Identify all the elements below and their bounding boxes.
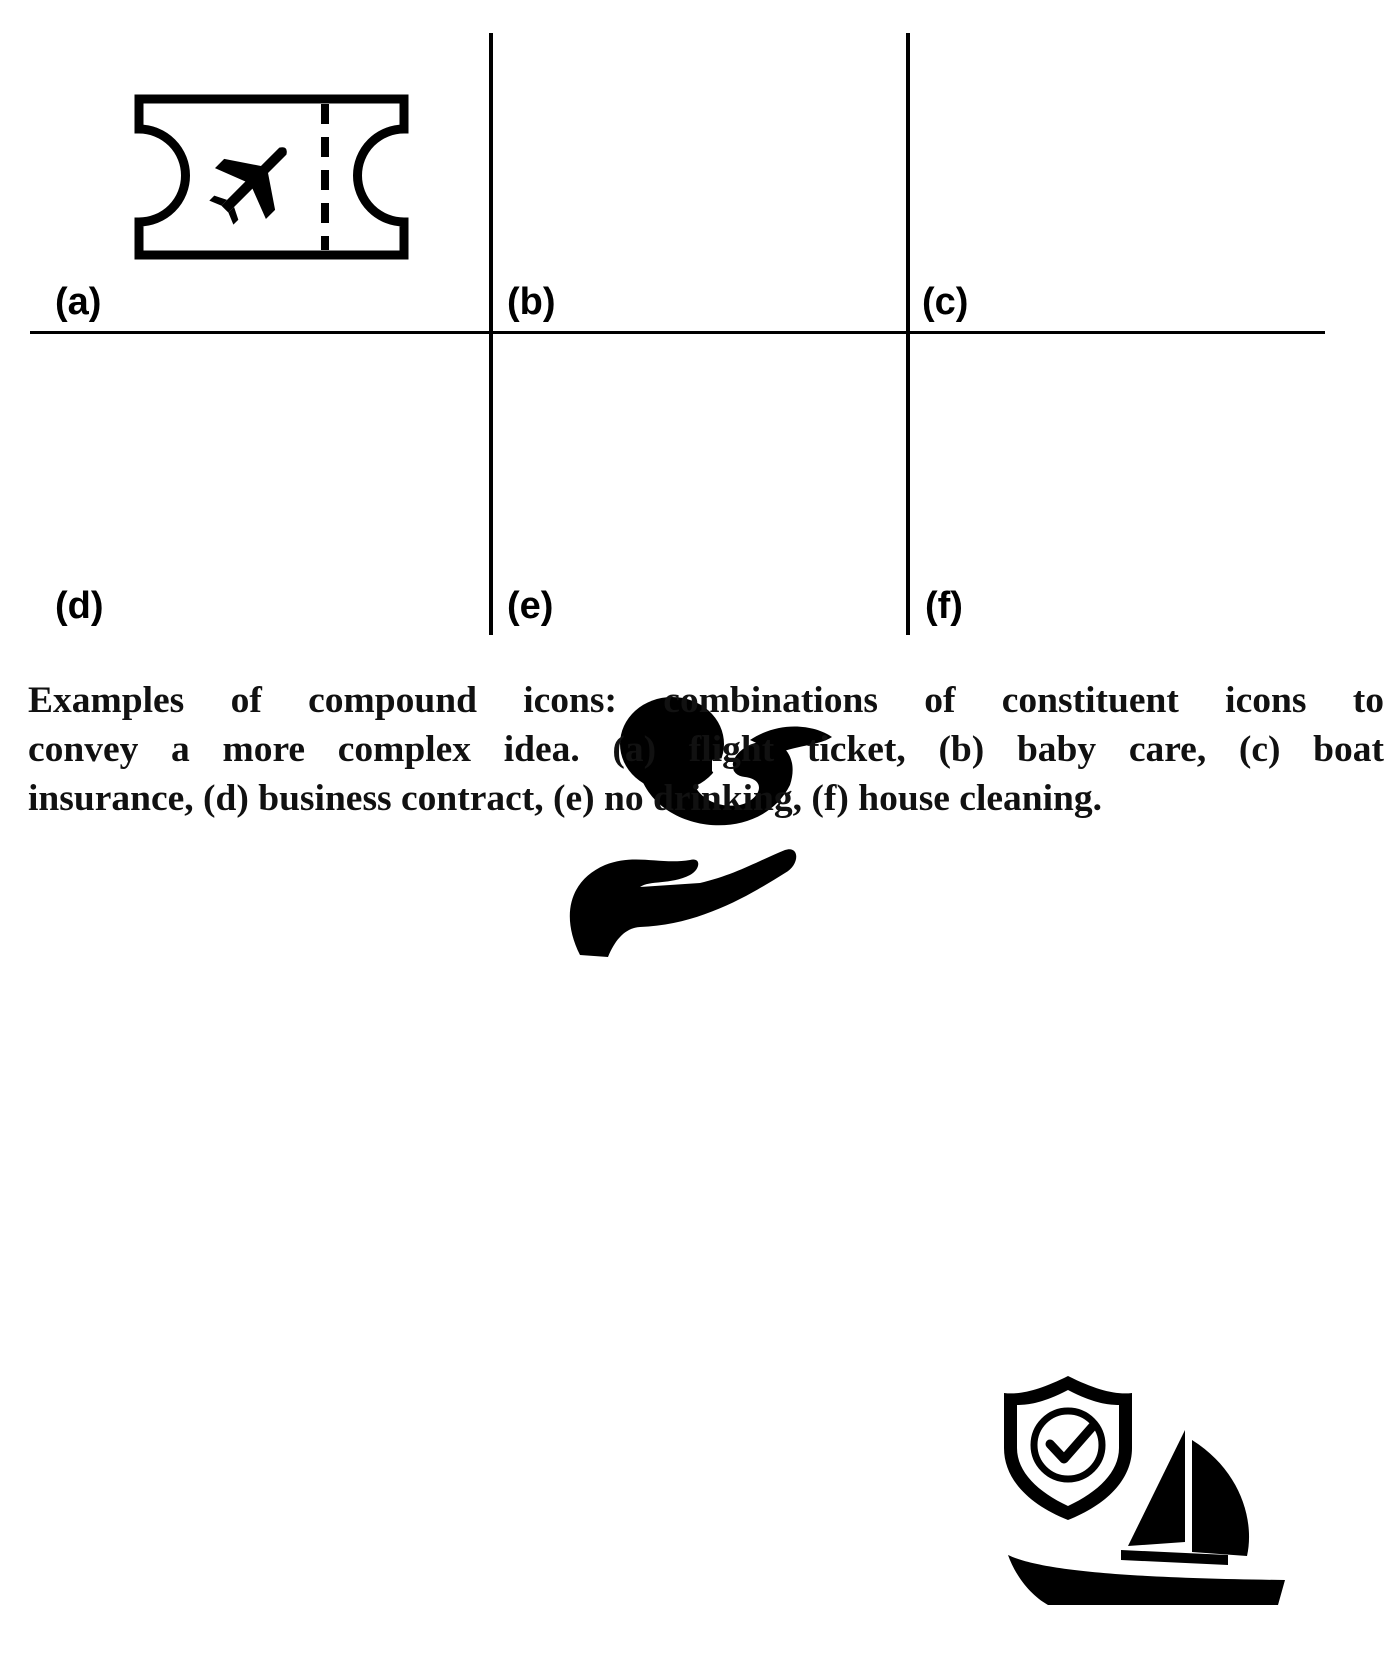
panel-label-d: (d)	[55, 585, 104, 627]
caption-line-1: Examples of compound icons: combinations…	[28, 680, 1384, 721]
vertical-divider-right	[906, 33, 910, 635]
vertical-divider-left	[489, 33, 493, 635]
compound-icons-figure: (a) (b) (c) $ (d)	[0, 0, 1400, 1605]
flight-ticket-icon	[134, 94, 409, 260]
caption-line-3: insurance, (d) business contract, (e) no…	[28, 778, 1103, 819]
panel-label-a: (a)	[55, 281, 102, 323]
panel-label-b: (b)	[507, 281, 556, 323]
panel-label-f: (f)	[925, 585, 963, 627]
figure-caption: Examples of compound icons: combinations…	[28, 676, 1384, 823]
caption-line-2: convey a more complex idea. (a) flight t…	[28, 729, 1384, 770]
panel-label-e: (e)	[507, 585, 554, 627]
horizontal-divider	[30, 331, 1325, 334]
boat-insurance-icon	[1004, 1376, 1285, 1605]
panel-label-c: (c)	[922, 281, 969, 323]
